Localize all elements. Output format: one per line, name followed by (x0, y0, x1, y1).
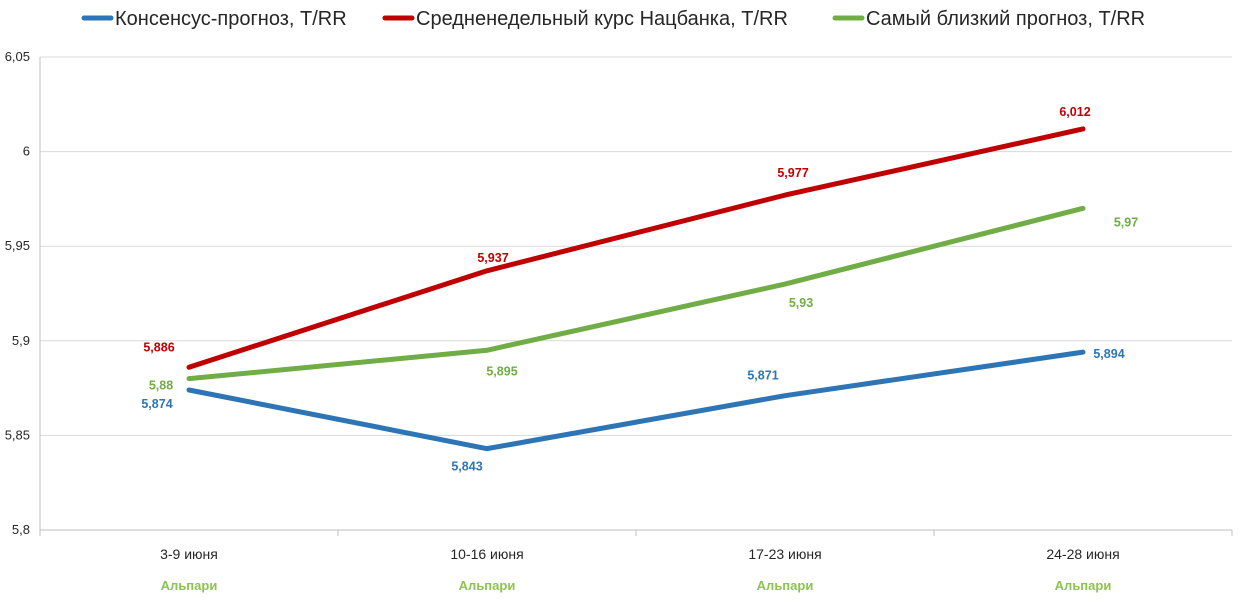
legend: Консенсус-прогноз, Т/RR Средненедельный к… (81, 8, 1145, 30)
data-label: 5,97 (1114, 215, 1138, 229)
series-lines (186, 126, 1086, 452)
y-tick-label: 5,8 (12, 522, 30, 537)
data-label: 5,937 (477, 251, 508, 265)
legend-entry: Самый близкий прогноз, Т/RR (866, 8, 1145, 30)
data-label: 5,977 (777, 166, 808, 180)
axes: 5,8 5,85 5,9 5,95 6 6,05 3-9 июня Альпари 10-16 … (5, 49, 1233, 593)
y-tick-label: 5,85 (5, 427, 30, 442)
data-label: 5,874 (141, 397, 172, 411)
x-tick-sublabel: Альпари (757, 578, 814, 593)
gridlines (40, 56, 1232, 531)
x-tick-sublabel: Альпари (161, 578, 218, 593)
x-tick-label: 3-9 июня (160, 546, 218, 562)
data-label: 5,895 (486, 364, 517, 378)
data-label: 5,871 (747, 369, 778, 383)
data-label: 5,843 (451, 460, 482, 474)
y-tick-label: 5,9 (12, 333, 30, 348)
x-tick-label: 24-28 июня (1046, 546, 1119, 562)
data-label: 5,93 (789, 296, 813, 310)
x-tick-label: 17-23 июня (748, 546, 821, 562)
legend-entry: Средненедельный курс Нацбанка, Т/RR (416, 8, 788, 30)
series-line-2 (186, 126, 1086, 370)
data-label: 5,886 (143, 340, 174, 354)
y-tick-label: 6 (23, 144, 30, 159)
data-label: 6,012 (1059, 105, 1090, 119)
x-tick-sublabel: Альпари (1055, 578, 1112, 593)
series-line-1 (186, 349, 1086, 452)
y-tick-label: 5,95 (5, 238, 30, 253)
y-tick-label: 6,05 (5, 49, 30, 64)
x-tick-sublabel: Альпари (459, 578, 516, 593)
series-line-3 (186, 205, 1086, 382)
data-label: 5,88 (149, 379, 173, 393)
x-tick-label: 10-16 июня (450, 546, 523, 562)
data-label: 5,894 (1093, 347, 1124, 361)
legend-entry: Консенсус-прогноз, Т/RR (115, 8, 347, 30)
data-labels: 5,874 5,843 5,871 5,894 5,886 5,937 5,977 6,012… (141, 105, 1138, 474)
